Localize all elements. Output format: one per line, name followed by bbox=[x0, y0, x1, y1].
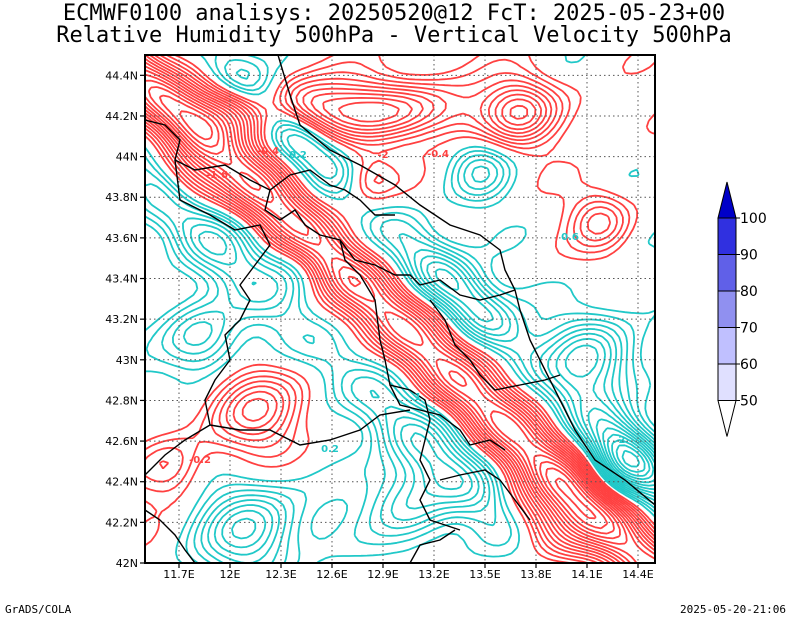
colorbar-label: 100 bbox=[740, 211, 767, 227]
contour-level bbox=[145, 55, 655, 563]
lon-tick-label: 13.5E bbox=[469, 568, 500, 581]
axis-ticks: 11.7E 12E 12.3E 12.6E 12.9E 13.2E 13.5E 13.8E 14… bbox=[105, 69, 654, 581]
lat-tick-label: 44N bbox=[116, 151, 138, 164]
contour-level bbox=[595, 418, 655, 487]
contour-level bbox=[145, 55, 655, 563]
contour-level bbox=[145, 61, 655, 563]
lon-tick-label: 11.7E bbox=[163, 568, 194, 581]
colorbar: 50 60 70 80 90 100 bbox=[717, 181, 767, 437]
grid-lines bbox=[145, 55, 655, 563]
map-frame bbox=[144, 54, 656, 564]
boundary-line bbox=[419, 279, 516, 301]
contour-level bbox=[145, 55, 655, 563]
contour-level bbox=[602, 427, 655, 484]
lon-tick-label: 13.2E bbox=[418, 568, 449, 581]
boundary-line bbox=[209, 409, 411, 446]
boundary-line bbox=[389, 384, 506, 451]
lat-tick-label: 42.2N bbox=[105, 516, 138, 529]
contour-level bbox=[145, 73, 628, 545]
footer-timestamp: 2025-05-20-21:06 bbox=[680, 603, 786, 616]
colorbar-label: 50 bbox=[740, 394, 758, 410]
lat-tick-label: 43.6N bbox=[105, 232, 138, 245]
lat-tick-label: 43.2N bbox=[105, 313, 138, 326]
contour-level bbox=[606, 433, 655, 481]
colorbar-segment bbox=[717, 363, 737, 401]
lon-tick-label: 13.8E bbox=[520, 568, 551, 581]
colorbar-segment bbox=[717, 254, 737, 292]
colorbar-segment bbox=[717, 217, 737, 255]
contour-level bbox=[189, 223, 655, 556]
lon-tick-label: 12.3E bbox=[265, 568, 296, 581]
boundary-line bbox=[439, 469, 531, 521]
boundary-line bbox=[419, 419, 461, 531]
contour-label: 0.6 bbox=[561, 232, 579, 243]
boundary-line bbox=[339, 239, 431, 421]
lon-tick-label: 12.9E bbox=[367, 568, 398, 581]
contour-level bbox=[147, 86, 615, 535]
colorbar-label: 70 bbox=[740, 321, 758, 337]
colorbar-label: 60 bbox=[740, 357, 758, 373]
colorbar-label: 80 bbox=[740, 284, 758, 300]
contour-label: 0.2 bbox=[289, 150, 307, 161]
lat-tick-label: 44.4N bbox=[105, 69, 138, 82]
contour-label: 0.2 bbox=[321, 444, 339, 455]
contour-level bbox=[615, 444, 646, 473]
title-line-1: ECMWF0100 analisys: 20250520@12 FcT: 202… bbox=[62, 1, 726, 26]
lat-tick-label: 42.6N bbox=[105, 435, 138, 448]
colorbar-segment bbox=[717, 290, 737, 328]
lat-tick-label: 44.2N bbox=[105, 110, 138, 123]
lon-tick-label: 14.4E bbox=[622, 568, 653, 581]
colorbar-bottom-arrow bbox=[717, 400, 737, 437]
boundary-line bbox=[145, 509, 196, 563]
lat-tick-label: 43.8N bbox=[105, 191, 138, 204]
colorbar-segment bbox=[717, 327, 737, 365]
colorbar-label: 90 bbox=[740, 248, 758, 264]
contour-label: -1.6 bbox=[206, 170, 228, 181]
lat-tick-label: 42.4N bbox=[105, 476, 138, 489]
contour-label: 2 bbox=[619, 435, 626, 446]
contour-level bbox=[145, 55, 655, 563]
contour-level bbox=[179, 110, 597, 520]
boundary-line bbox=[277, 55, 655, 506]
boundary-line bbox=[429, 299, 561, 391]
contour-label: -0.2 bbox=[189, 455, 211, 466]
contour-lines bbox=[145, 55, 655, 563]
lon-tick-label: 12E bbox=[220, 568, 241, 581]
lon-tick-label: 12.6E bbox=[316, 568, 347, 581]
contour-level bbox=[145, 68, 655, 563]
contour-label: -0.4 bbox=[257, 146, 279, 157]
lon-tick-label: 14.1E bbox=[571, 568, 602, 581]
contour-label: -2 bbox=[377, 150, 388, 161]
lat-tick-label: 43N bbox=[116, 354, 138, 367]
contour-label: 1 bbox=[415, 392, 422, 403]
footer-software: GrADS/COLA bbox=[5, 603, 72, 616]
contour-level bbox=[145, 69, 655, 563]
contour-level bbox=[145, 55, 655, 563]
boundary-line bbox=[409, 529, 456, 563]
boundary-line bbox=[145, 159, 271, 476]
lat-tick-label: 42.8N bbox=[105, 394, 138, 407]
contour-level bbox=[145, 55, 655, 563]
contour-labels: -0.4 0.2 -1.6 -2 -0.4 0.6 -0.2 2 0.2 1 bbox=[189, 146, 625, 466]
contour-level bbox=[145, 55, 655, 563]
contour-label: -0.4 bbox=[427, 149, 449, 160]
boundary-line bbox=[264, 189, 421, 286]
lat-tick-label: 43.4N bbox=[105, 273, 138, 286]
lat-tick-label: 42N bbox=[116, 557, 138, 570]
contour-level bbox=[145, 55, 655, 563]
region-boundaries bbox=[145, 55, 655, 563]
title-line-2: Relative Humidity 500hPa - Vertical Velo… bbox=[56, 23, 732, 48]
contour-level bbox=[158, 94, 609, 530]
colorbar-top-arrow bbox=[717, 181, 737, 219]
